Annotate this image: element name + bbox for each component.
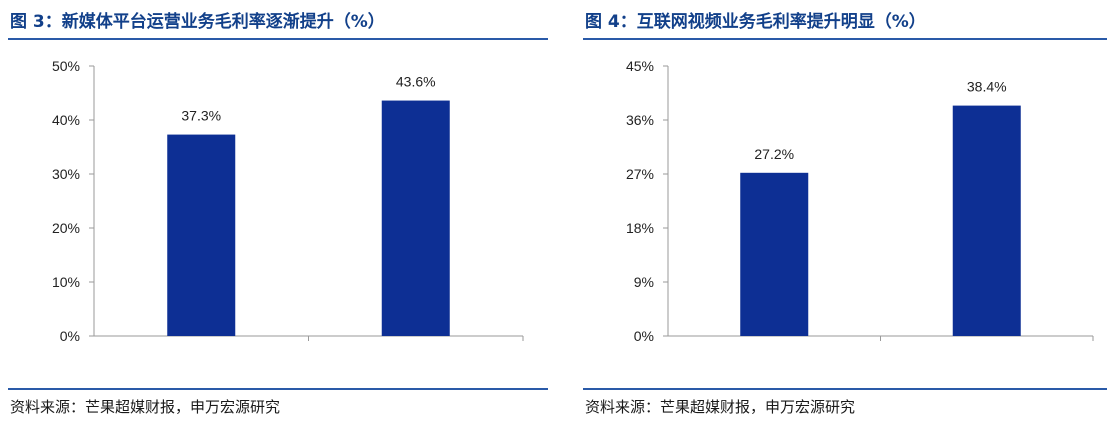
data-label: 37.3% (181, 108, 221, 124)
source-divider (8, 388, 548, 390)
source-note: 资料来源：芒果超媒财报，申万宏源研究 (10, 398, 281, 416)
title-divider (8, 38, 548, 40)
y-tick-label: 40% (52, 112, 80, 128)
y-tick-label: 9% (634, 274, 654, 290)
y-tick-label: 0% (634, 328, 654, 342)
y-tick-label: 27% (626, 166, 654, 182)
y-tick-label: 18% (626, 220, 654, 236)
y-tick-label: 50% (52, 58, 80, 74)
y-tick-label: 30% (52, 166, 80, 182)
bar-chart-gross-margin-internet-video: 0%9%18%27%36%45%27.2%1H1838.4%1H19 (626, 58, 1094, 342)
y-tick-label: 0% (60, 328, 80, 342)
y-tick-label: 10% (52, 274, 80, 290)
source-divider (583, 388, 1107, 390)
chart-panel-3: 图 3：新媒体平台运营业务毛利率逐渐提升（%） 0% 10% 20% 30% 40% 50… (0, 0, 548, 424)
title-divider (583, 38, 1107, 40)
y-tick-label: 20% (52, 220, 80, 236)
source-note: 资料来源：芒果超媒财报，申万宏源研究 (585, 398, 856, 416)
bar-1H19 (381, 100, 450, 336)
data-label: 38.4% (967, 79, 1007, 95)
data-label: 27.2% (754, 146, 794, 162)
y-tick-label: 36% (626, 112, 654, 128)
y-tick-label: 45% (626, 58, 654, 74)
chart-title: 图 3：新媒体平台运营业务毛利率逐渐提升（%） (10, 12, 385, 32)
data-label: 43.6% (396, 74, 436, 90)
bar-chart-gross-margin-new-media: 0%10%20%30%40%50%37.3%1H1843.6%1H19 (52, 58, 524, 342)
bar-1H18 (740, 172, 809, 336)
chart-title: 图 4：互联网视频业务毛利率提升明显（%） (585, 12, 926, 32)
chart-panel-4: 图 4：互联网视频业务毛利率提升明显（%） 0% 9% 18% 27% 36% 45% 27… (575, 0, 1107, 424)
bar-1H18 (167, 134, 236, 336)
bar-1H19 (952, 105, 1021, 336)
